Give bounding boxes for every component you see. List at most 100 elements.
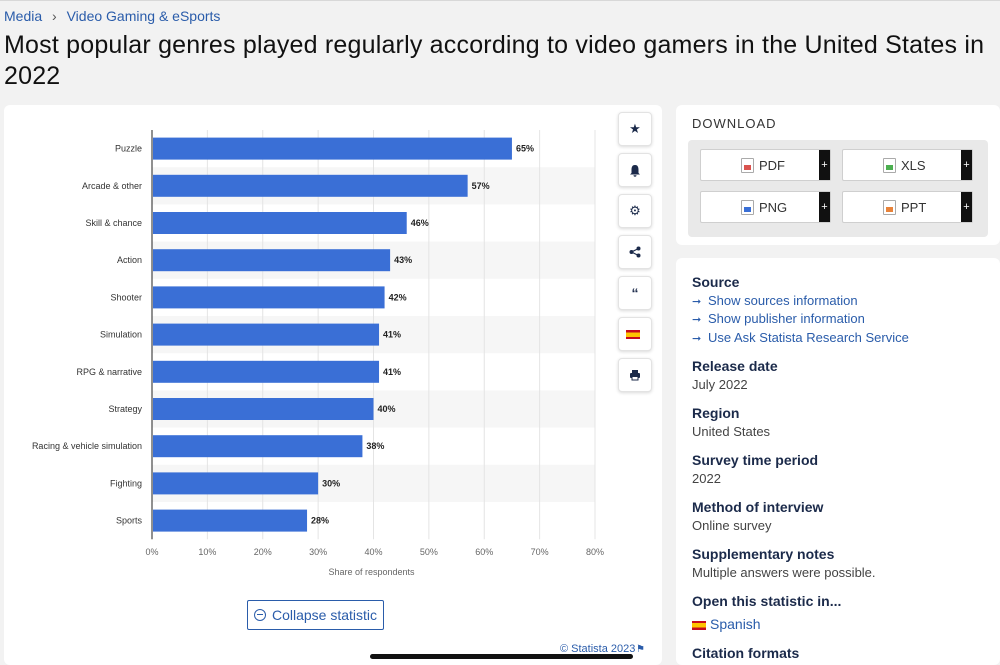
x-tick-label: 10% [198,547,216,557]
notes-value: Multiple answers were possible. [692,565,876,580]
statistic-details-panel: Source ➞ Show sources information ➞ Show p… [676,258,1000,665]
category-label: Racing & vehicle simulation [32,441,142,451]
download-png-label: PNG [759,200,788,215]
print-button[interactable] [618,358,652,392]
data-label: 57% [472,181,490,191]
bar [153,509,308,532]
download-xls-button[interactable]: XLS + [842,149,973,181]
settings-button[interactable]: ⚙ [618,194,652,228]
data-label: 65% [516,144,534,154]
data-label: 42% [389,292,407,302]
pdf-file-icon [741,158,754,173]
cite-button[interactable]: “ [618,276,652,310]
breadcrumb-separator: › [52,8,57,24]
category-label: Puzzle [115,144,142,154]
plus-icon: + [961,192,972,222]
arrow-right-icon: ➞ [692,296,702,308]
download-title: DOWNLOAD [692,116,777,131]
share-button[interactable] [618,235,652,269]
breadcrumb-media[interactable]: Media [4,8,43,24]
png-file-icon [741,200,754,215]
gear-icon: ⚙ [629,203,641,218]
show-sources-link[interactable]: ➞ Show sources information [692,293,858,308]
notes-heading: Supplementary notes [692,546,835,562]
data-label: 28% [311,516,329,526]
region-heading: Region [692,405,740,421]
bar [153,249,391,272]
method-value: Online survey [692,518,772,533]
download-ppt-button[interactable]: PPT + [842,191,973,223]
category-label: Strategy [108,404,142,414]
chart-card: 0% 10% 20% 30% 40% 50% 60% 70% 80% Puzzle 65% Arcad… [4,105,662,665]
breadcrumb-video-gaming[interactable]: Video Gaming & eSports [66,8,221,24]
category-label: Sports [116,516,143,526]
plus-icon: + [819,192,830,222]
download-xls-label: XLS [901,158,926,173]
x-tick-label: 70% [531,547,549,557]
bar-chart: 0% 10% 20% 30% 40% 50% 60% 70% 80% Puzzle 65% Arcad… [32,130,604,577]
release-date-value: July 2022 [692,377,748,392]
bar [153,472,319,495]
bar [153,174,468,197]
data-label: 38% [366,441,384,451]
bell-icon [630,164,640,177]
bar [153,323,380,346]
data-label: 40% [378,404,396,414]
favorite-button[interactable]: ★ [618,112,652,146]
show-publisher-link[interactable]: ➞ Show publisher information [692,311,865,326]
ask-statista-link[interactable]: ➞ Use Ask Statista Research Service [692,330,909,345]
plus-icon: + [961,150,972,180]
x-tick-label: 60% [475,547,493,557]
category-label: Arcade & other [82,181,142,191]
collapse-label: Collapse statistic [271,607,378,623]
arrow-right-icon: ➞ [692,333,702,345]
print-icon [630,370,640,381]
collapse-statistic-button[interactable]: Collapse statistic [247,600,384,630]
citation-formats-heading: Citation formats [692,645,800,661]
breadcrumb: Media › Video Gaming & eSports [4,8,220,24]
bar [153,398,374,420]
arrow-right-icon: ➞ [692,314,702,326]
data-label: 41% [383,367,401,377]
category-label: Action [117,255,142,265]
download-png-button[interactable]: PNG + [700,191,831,223]
x-axis-title: Share of respondents [328,567,415,577]
download-ppt-label: PPT [901,200,927,215]
language-button[interactable] [618,317,652,351]
method-heading: Method of interview [692,499,824,515]
flag-spain-icon [692,620,706,630]
quote-icon: “ [631,285,639,301]
chart-toolbar: ★ ⚙ “ [618,112,654,399]
minus-circle-icon [253,609,266,621]
top-divider [0,0,1000,1]
data-label: 46% [411,218,429,228]
flag-spain-icon [626,329,640,339]
xls-file-icon [883,158,896,173]
download-grid: PDF + XLS + PNG + PPT + [688,140,988,237]
survey-period-heading: Survey time period [692,452,819,468]
horizontal-scrollbar[interactable] [370,654,633,659]
open-spanish-link[interactable]: Spanish [692,616,761,632]
category-label: Simulation [100,330,142,340]
source-heading: Source [692,274,740,290]
x-tick-label: 40% [364,547,382,557]
copyright-link[interactable]: © Statista 2023 [560,643,636,655]
x-tick-label: 80% [586,547,604,557]
region-value: United States [692,424,771,439]
category-label: Fighting [110,478,142,488]
x-tick-label: 20% [254,547,272,557]
bar [153,137,512,160]
ppt-file-icon [883,200,896,215]
data-label: 43% [394,255,412,265]
download-pdf-button[interactable]: PDF + [700,149,831,181]
share-icon [629,246,641,258]
release-date-heading: Release date [692,358,778,374]
download-panel: DOWNLOAD PDF + XLS + PNG + PPT + [676,105,1000,245]
bar [153,360,380,383]
data-label: 30% [322,478,340,488]
plus-icon: + [819,150,830,180]
bar [153,286,385,309]
notification-button[interactable] [618,153,652,187]
bar [153,435,363,458]
bar [153,212,407,234]
